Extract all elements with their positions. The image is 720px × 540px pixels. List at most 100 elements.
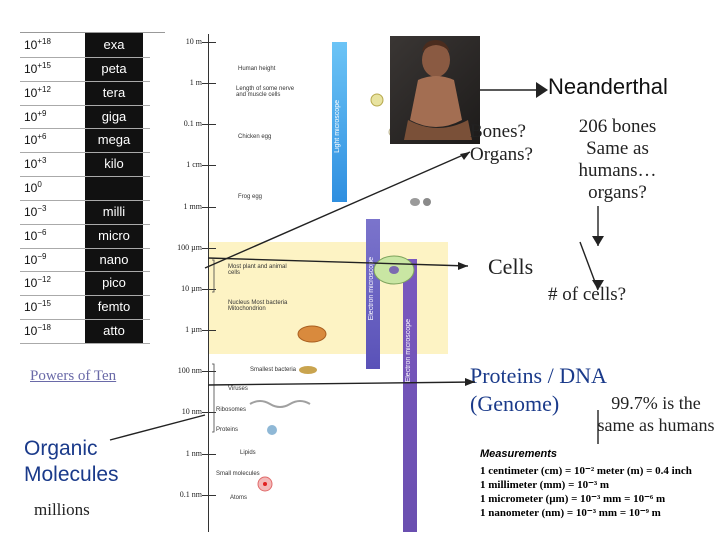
powers-of-ten-table: 10+18 exa 10+15 peta 10+12 tera 10+9 giga 10+6 me…: [20, 32, 165, 344]
power-value: 10−15: [24, 299, 51, 315]
electron-microscope-range-bar-2: Electron microscope: [403, 259, 417, 532]
measurement-line: 1 millimeter (mm) = 10⁻³ m: [480, 479, 610, 491]
row-divider: [20, 104, 165, 106]
measurements-list: 1 centimeter (cm) = 10⁻² meter (m) = 0.4…: [480, 464, 718, 520]
item-smallest-bacteria: Smallest bacteria: [250, 367, 297, 373]
row-divider: [20, 247, 165, 249]
nerve-cell-icon: [370, 93, 384, 107]
organic-molecules-label: Organic Molecules: [24, 437, 119, 486]
scale-label: 100 µm: [177, 242, 202, 252]
neanderthal-label: Neanderthal: [548, 74, 668, 99]
row-divider: [20, 295, 165, 297]
protein-icon: [267, 425, 277, 435]
cells-label: Cells: [488, 254, 534, 279]
row-divider: [20, 343, 165, 344]
cells-bracket: [212, 259, 215, 293]
power-value: 10−6: [24, 227, 47, 243]
scale-label: 10 m: [185, 37, 202, 46]
prefix-name: femto: [97, 299, 131, 315]
power-value: 100: [24, 180, 42, 196]
percent-same-note: 99.7% is the same as humans: [597, 393, 715, 435]
scale-tick: [202, 42, 216, 43]
scale-tick: [202, 124, 216, 126]
row-divider: [20, 128, 165, 130]
arrowhead-icon: [592, 236, 604, 246]
prefix-name: micro: [98, 227, 130, 243]
prefix-name: milli: [102, 203, 126, 219]
prefix-name: exa: [103, 37, 125, 52]
measurement-line: 1 centimeter (cm) = 10⁻² meter (m) = 0.4…: [480, 465, 692, 477]
scale-label: 100 nm: [177, 366, 202, 376]
power-value: 10+15: [24, 60, 51, 76]
scale-tick: [202, 412, 216, 414]
neanderthal-figure-icon: [404, 40, 472, 140]
scale-label: 10 nm: [181, 407, 202, 417]
row-divider: [20, 56, 165, 58]
scale-tick: [202, 453, 216, 455]
mitochondrion-icon: [297, 325, 327, 343]
frog-egg-icon: [410, 198, 420, 206]
millions-label: millions: [34, 500, 90, 519]
item-nucleus-bacteria: Nucleus Most bacteria Mitochondrion: [228, 300, 288, 312]
bones-206-note: 206 bones Same as humans… organs?: [578, 116, 657, 203]
item-lipids: Lipids: [240, 450, 256, 456]
power-value: 10+12: [24, 84, 51, 100]
power-value: 10−18: [24, 323, 51, 339]
power-value: 10+9: [24, 108, 47, 124]
item-proteins: Proteins: [216, 427, 239, 433]
power-value: 10+18: [24, 37, 51, 52]
item-atoms: Atoms: [230, 495, 248, 501]
row-divider: [20, 319, 165, 321]
item-human-height: Human height: [238, 66, 276, 72]
prefix-name: kilo: [104, 156, 124, 172]
scale-label: 1 nm: [185, 448, 202, 458]
measurements-title: Measurements: [480, 448, 558, 460]
scale-label: 0.1 nm: [179, 489, 202, 499]
scale-tick: [202, 83, 216, 85]
prefix-name: mega: [97, 132, 131, 148]
measurement-line: 1 nanometer (nm) = 10⁻³ mm = 10⁻⁹ m: [480, 507, 661, 519]
scale-label: 1 µm: [185, 325, 202, 335]
arrowhead-icon: [458, 262, 468, 270]
virus-icon: [249, 400, 311, 408]
row-divider: [20, 152, 165, 154]
cells-count-connector: [579, 241, 599, 291]
prefix-name: nano: [99, 251, 129, 267]
proteins-dna-label: Proteins / DNA (Genome): [470, 363, 606, 416]
prefix-column: [85, 33, 143, 343]
bones-organs-question: Bones? Organs?: [470, 121, 533, 165]
row-divider: [20, 176, 165, 178]
cell-count-question: # of cells?: [548, 284, 627, 305]
item-viruses: Viruses: [228, 386, 248, 392]
power-value: 10−12: [24, 275, 51, 291]
prefix-name: pico: [102, 275, 126, 291]
row-divider: [20, 199, 165, 201]
item-chicken-egg: Chicken egg: [238, 134, 272, 140]
row-divider: [20, 271, 165, 273]
item-ribosomes: Ribosomes: [216, 407, 247, 413]
item-small-molecules: Small molecules: [216, 471, 260, 477]
molecules-bracket: [212, 363, 215, 433]
prefix-name: atto: [103, 323, 125, 339]
scale-tick: [202, 288, 216, 290]
scale-label: 1 m: [189, 78, 202, 88]
prefix-name: peta: [101, 60, 127, 76]
prefix-name: tera: [102, 84, 126, 100]
scale-axis: [208, 34, 209, 532]
row-divider: [20, 80, 165, 82]
neanderthal-arrowhead-icon: [536, 82, 548, 98]
row-divider: [20, 223, 165, 225]
power-value: 10+6: [24, 132, 47, 148]
scale-label: 1 cm: [186, 160, 202, 170]
neanderthal-photo: [390, 36, 480, 144]
power-value: 10−3: [24, 203, 47, 219]
scale-label: 1 mm: [183, 201, 202, 211]
scale-tick: [202, 371, 216, 373]
power-value: 10+3: [24, 156, 47, 172]
bacterium-icon: [299, 366, 317, 374]
powers-of-ten-link[interactable]: Powers of Ten: [30, 368, 117, 384]
scale-label: 0.1 m: [183, 119, 202, 129]
scale-label: 10 µm: [181, 283, 202, 293]
measurement-line: 1 micrometer (µm) = 10⁻³ mm = 10⁻⁶ m: [480, 493, 666, 505]
scale-tick: [202, 494, 216, 496]
